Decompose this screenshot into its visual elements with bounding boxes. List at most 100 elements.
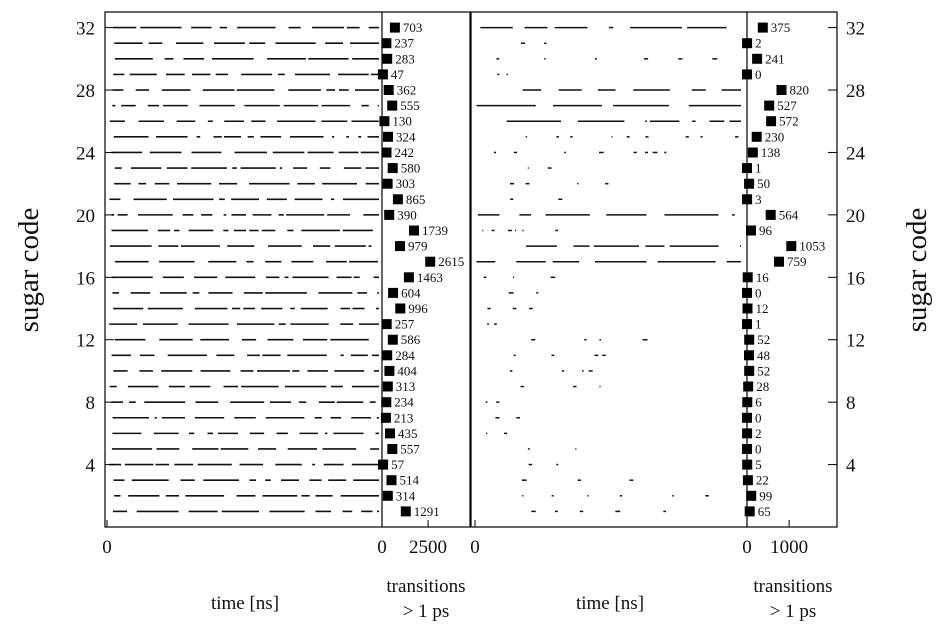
transition-marker-right-12 (744, 334, 755, 345)
transition-value-left-20: 390 (397, 207, 417, 222)
transition-value-left-11: 284 (395, 348, 415, 363)
transition-marker-right-19 (746, 225, 756, 236)
transition-marker-left-27 (387, 100, 398, 111)
transition-value-right-1: 65 (758, 504, 771, 519)
transition-value-right-5: 0 (755, 442, 762, 457)
transition-value-left-5: 557 (400, 442, 420, 457)
transition-marker-right-3 (742, 475, 753, 486)
x-axis-label-transitions-right-line2: > 1 ps (770, 601, 817, 622)
x-axis-label-transitions-left-line1: transitions (386, 576, 465, 597)
x-axis-label-time-left: time [ns] (211, 593, 279, 614)
transition-marker-right-8 (742, 397, 753, 408)
transition-value-right-7: 0 (755, 410, 762, 425)
transition-value-right-4: 5 (755, 457, 762, 472)
y-tick-label-right: 8 (846, 393, 856, 414)
transition-value-left-23: 580 (401, 161, 421, 176)
transition-value-left-16: 1463 (417, 270, 443, 285)
transition-value-left-28: 362 (397, 83, 417, 98)
transition-marker-left-17 (425, 256, 436, 267)
transition-value-right-18: 1053 (799, 239, 825, 254)
x-axis-label-time-right: time [ns] (576, 593, 644, 614)
transition-marker-left-30 (382, 53, 393, 64)
transition-value-right-32: 375 (771, 20, 791, 35)
transition-marker-right-18 (786, 241, 797, 252)
transition-marker-right-9 (743, 381, 754, 392)
transition-marker-left-11 (382, 350, 393, 361)
transition-marker-left-26 (379, 116, 390, 127)
y-tick-label-left: 24 (76, 143, 96, 164)
transition-value-left-18: 979 (408, 239, 428, 254)
y-tick-label-left: 28 (76, 81, 95, 102)
transition-marker-left-18 (395, 241, 405, 252)
y-tick-label-right: 16 (846, 268, 865, 289)
transition-value-left-6: 435 (398, 426, 418, 441)
y-axis-label-left: sugar code (13, 208, 45, 333)
transition-marker-left-19 (409, 225, 419, 236)
transition-marker-right-25 (751, 131, 762, 142)
transition-value-right-8: 6 (755, 395, 762, 410)
transition-marker-left-1 (400, 506, 411, 517)
transition-marker-right-21 (742, 194, 753, 205)
transition-value-right-11: 48 (757, 348, 770, 363)
transition-marker-left-22 (382, 178, 393, 189)
transition-value-left-2: 314 (396, 488, 416, 503)
axes-frames (104, 11, 838, 528)
transition-marker-right-20 (765, 209, 776, 220)
transition-marker-left-7 (380, 412, 391, 423)
transition-marker-left-29 (377, 69, 388, 80)
transition-marker-left-20 (384, 209, 395, 220)
transition-marker-right-4 (742, 459, 753, 470)
x-axis-label-transitions-right-line1: transitions (753, 576, 832, 597)
transition-value-right-19: 96 (759, 223, 773, 238)
transition-marker-left-31 (381, 38, 392, 49)
y-tick-label-right: 12 (846, 331, 865, 352)
transition-value-right-9: 28 (756, 379, 769, 394)
transition-marker-right-28 (776, 85, 787, 95)
transition-marker-left-4 (378, 459, 389, 470)
transition-value-left-32: 703 (403, 20, 423, 35)
transition-marker-left-6 (385, 428, 395, 439)
transition-value-right-20: 564 (779, 207, 799, 222)
transition-marker-left-28 (383, 85, 394, 95)
transition-value-left-22: 303 (396, 176, 416, 191)
transition-value-left-13: 257 (395, 317, 415, 332)
transition-value-right-12: 52 (757, 332, 770, 347)
transition-marker-left-13 (381, 319, 392, 330)
transition-marker-right-22 (744, 178, 755, 189)
transition-marker-right-30 (752, 53, 763, 64)
transition-marker-right-27 (764, 100, 775, 111)
transition-value-right-30: 241 (765, 51, 785, 66)
x-time-left-0-label: 0 (102, 537, 112, 558)
transition-value-right-2: 99 (759, 488, 772, 503)
transition-marker-right-14 (742, 303, 753, 314)
right-panel-frame (470, 11, 838, 528)
transition-value-right-3: 22 (756, 473, 769, 488)
y-tick-label-left: 32 (76, 19, 95, 40)
transition-marker-right-31 (742, 38, 753, 49)
transition-value-left-27: 555 (400, 98, 420, 113)
transition-value-right-10: 52 (757, 363, 770, 378)
transition-value-right-22: 50 (757, 176, 770, 191)
y-tick-label-right: 28 (846, 81, 865, 102)
transition-marker-right-6 (742, 428, 753, 439)
y-tick-label-left: 16 (76, 268, 95, 289)
transition-marker-right-23 (742, 163, 752, 174)
transition-marker-left-2 (382, 490, 393, 501)
transition-value-left-31: 237 (394, 36, 414, 51)
transition-value-left-17: 2615 (438, 254, 464, 269)
transition-marker-left-32 (389, 22, 400, 33)
transition-value-left-14: 996 (408, 301, 428, 316)
transition-value-left-8: 234 (394, 395, 414, 410)
y-tick-label-left: 20 (76, 206, 95, 227)
transition-marker-right-15 (742, 287, 752, 298)
x-axis-label-transitions-left-line2: > 1 ps (403, 601, 450, 622)
transition-marker-right-32 (757, 22, 768, 33)
transition-value-left-7: 213 (394, 410, 414, 425)
transition-value-left-12: 586 (401, 332, 421, 347)
transition-marker-right-10 (744, 365, 755, 376)
transition-marker-left-25 (383, 131, 393, 142)
y-axis-label-right: sugar code (901, 208, 933, 333)
y-tick-label-left: 8 (86, 393, 96, 414)
transition-value-left-19: 1739 (422, 223, 448, 238)
